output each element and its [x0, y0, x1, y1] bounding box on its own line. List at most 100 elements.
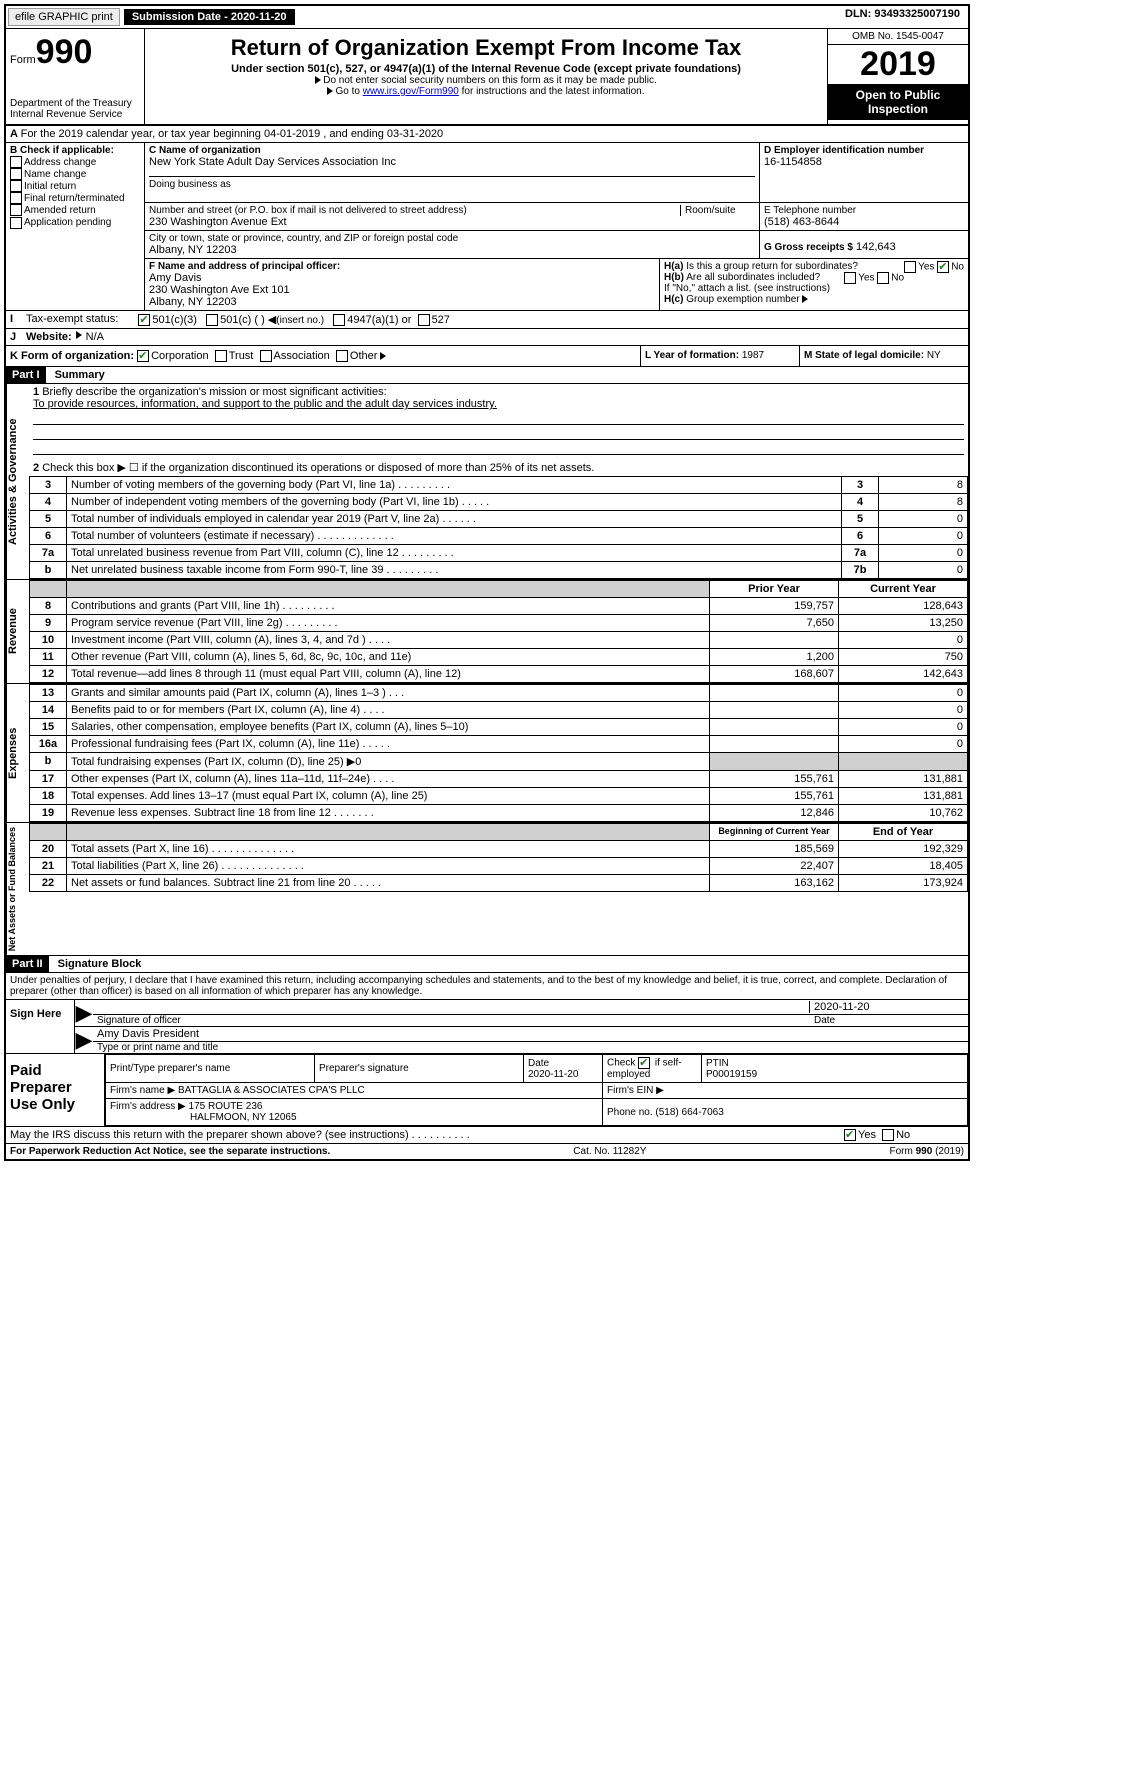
checkbox-ha-yes[interactable] [904, 261, 916, 273]
blank-cell [30, 824, 67, 841]
perjury-statement: Under penalties of perjury, I declare th… [6, 973, 968, 999]
form-header: Form990 Department of the Treasury Inter… [6, 29, 968, 126]
checkbox-discuss-no[interactable] [882, 1129, 894, 1141]
line-m-label: M State of legal domicile: [804, 350, 924, 361]
current-year-value: 0 [839, 685, 968, 702]
form-number: Form990 [10, 33, 140, 72]
line-number: 21 [30, 858, 67, 875]
checkbox-trust[interactable] [215, 350, 227, 362]
checkbox-527[interactable] [418, 314, 430, 326]
telephone: (518) 463-8644 [764, 216, 964, 228]
line-number: 12 [30, 666, 67, 683]
org-name: New York State Adult Day Services Associ… [149, 156, 755, 168]
part1-badge: Part I [6, 367, 46, 383]
checkbox-other[interactable] [336, 350, 348, 362]
end-year-header: End of Year [839, 824, 968, 841]
checkbox-initial-return[interactable] [10, 180, 22, 192]
arrow-icon [327, 87, 333, 95]
firm-name: BATTAGLIA & ASSOCIATES CPA'S PLLC [178, 1085, 365, 1096]
line-number: 15 [30, 719, 67, 736]
form-id-footer: Form 990 (2019) [890, 1146, 964, 1157]
line-ref: 5 [842, 511, 879, 528]
checkbox-address-change[interactable] [10, 156, 22, 168]
website-label: Website: [26, 331, 72, 343]
line-text: Net unrelated business taxable income fr… [67, 562, 842, 579]
mission-blank-line [33, 412, 964, 425]
arrow-icon [76, 331, 82, 339]
beginning-value: 163,162 [710, 875, 839, 892]
checkbox-4947[interactable] [333, 314, 345, 326]
dba-label: Doing business as [149, 176, 755, 190]
firm-name-label: Firm's name ▶ [110, 1085, 175, 1096]
firm-addr-label: Firm's address ▶ [110, 1101, 186, 1112]
line-number: 20 [30, 841, 67, 858]
checkbox-self-employed[interactable] [638, 1057, 650, 1069]
form-990-container: efile GRAPHIC print Submission Date - 20… [4, 4, 970, 1161]
checkbox-amended[interactable] [10, 204, 22, 216]
prior-year-value [710, 685, 839, 702]
sign-here-label: Sign Here [6, 1000, 75, 1053]
line-ref: 7b [842, 562, 879, 579]
prior-year-value: 1,200 [710, 649, 839, 666]
line-number: 3 [30, 477, 67, 494]
governance-table: 3 Number of voting members of the govern… [29, 476, 968, 579]
topbar: efile GRAPHIC print Submission Date - 20… [6, 6, 968, 29]
line-number: 18 [30, 788, 67, 805]
officer-signature-field[interactable] [97, 1001, 809, 1013]
irs-link[interactable]: www.irs.gov/Form990 [363, 86, 459, 97]
expenses-table: 13 Grants and similar amounts paid (Part… [29, 684, 968, 822]
officer-name: Amy Davis [149, 272, 655, 284]
line-number: 16a [30, 736, 67, 753]
prior-year-value: 7,650 [710, 615, 839, 632]
checkbox-501c[interactable] [206, 314, 218, 326]
line-i-marker: I [10, 313, 26, 326]
efile-print-button[interactable]: efile GRAPHIC print [8, 8, 120, 26]
tax-exempt-label: Tax-exempt status: [26, 313, 118, 326]
checkbox-final-return[interactable] [10, 192, 22, 204]
firm-addr1: 175 ROUTE 236 [189, 1101, 263, 1112]
mission-blank-line [33, 442, 964, 455]
checkbox-ha-no[interactable] [937, 261, 949, 273]
prior-year-value: 159,757 [710, 598, 839, 615]
vlabel-net-assets: Net Assets or Fund Balances [6, 823, 29, 955]
line-number: 8 [30, 598, 67, 615]
line-number: b [30, 753, 67, 771]
line-value: 8 [879, 494, 968, 511]
pt-name-label: Print/Type preparer's name [110, 1063, 310, 1074]
line-number: 6 [30, 528, 67, 545]
checkbox-application-pending[interactable] [10, 217, 22, 229]
line-number: 19 [30, 805, 67, 822]
blank-cell [30, 581, 67, 598]
checkbox-501c3[interactable] [138, 314, 150, 326]
h-note: If "No," attach a list. (see instruction… [664, 283, 964, 294]
mission-label: Briefly describe the organization's miss… [42, 386, 386, 398]
line-text: Other revenue (Part VIII, column (A), li… [67, 649, 710, 666]
current-year-value: 0 [839, 632, 968, 649]
firm-ein-label: Firm's EIN ▶ [603, 1083, 968, 1099]
checkbox-association[interactable] [260, 350, 272, 362]
dept-treasury: Department of the Treasury [10, 98, 140, 109]
beginning-value: 185,569 [710, 841, 839, 858]
line-ref: 7a [842, 545, 879, 562]
line-value: 0 [879, 545, 968, 562]
signature-arrow-icon: ▶ [75, 1000, 93, 1026]
part2-title: Signature Block [52, 956, 148, 972]
mission-blank-line [33, 427, 964, 440]
checkbox-hb-yes[interactable] [844, 272, 856, 284]
part2-badge: Part II [6, 956, 49, 972]
submission-date: Submission Date - 2020-11-20 [124, 9, 295, 25]
checkbox-discuss-yes[interactable] [844, 1129, 856, 1141]
room-label: Room/suite [680, 205, 755, 216]
checkbox-corporation[interactable] [137, 350, 149, 362]
current-year-value: 128,643 [839, 598, 968, 615]
pt-date: 2020-11-20 [528, 1069, 598, 1080]
ptin-label: PTIN [706, 1058, 963, 1069]
type-print-label: Type or print name and title [93, 1042, 968, 1053]
checkbox-name-change[interactable] [10, 168, 22, 180]
net-assets-table: Beginning of Current Year End of Year20 … [29, 823, 968, 892]
shaded-cell [710, 753, 839, 771]
mission-text: To provide resources, information, and s… [33, 398, 964, 410]
checkbox-hb-no[interactable] [877, 272, 889, 284]
line-a-tax-year: A For the 2019 calendar year, or tax yea… [6, 126, 968, 143]
prior-year-value: 12,846 [710, 805, 839, 822]
